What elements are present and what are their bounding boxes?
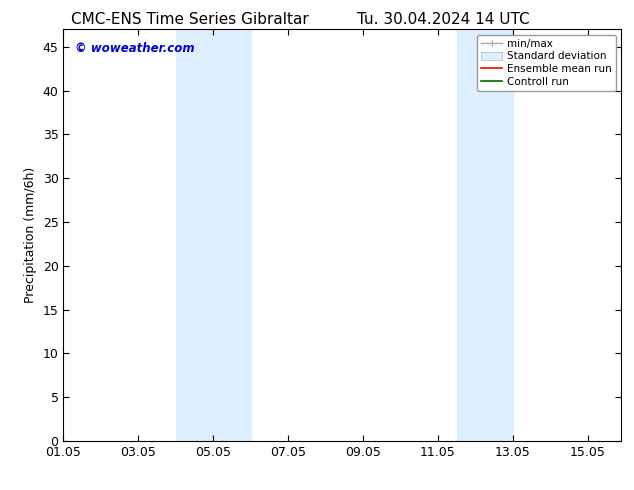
Bar <box>456 29 513 441</box>
Bar <box>176 29 250 441</box>
Legend: min/max, Standard deviation, Ensemble mean run, Controll run: min/max, Standard deviation, Ensemble me… <box>477 35 616 91</box>
Text: © woweather.com: © woweather.com <box>75 42 194 55</box>
Y-axis label: Precipitation (mm/6h): Precipitation (mm/6h) <box>24 167 37 303</box>
Text: Tu. 30.04.2024 14 UTC: Tu. 30.04.2024 14 UTC <box>358 12 530 27</box>
Text: CMC-ENS Time Series Gibraltar: CMC-ENS Time Series Gibraltar <box>71 12 309 27</box>
